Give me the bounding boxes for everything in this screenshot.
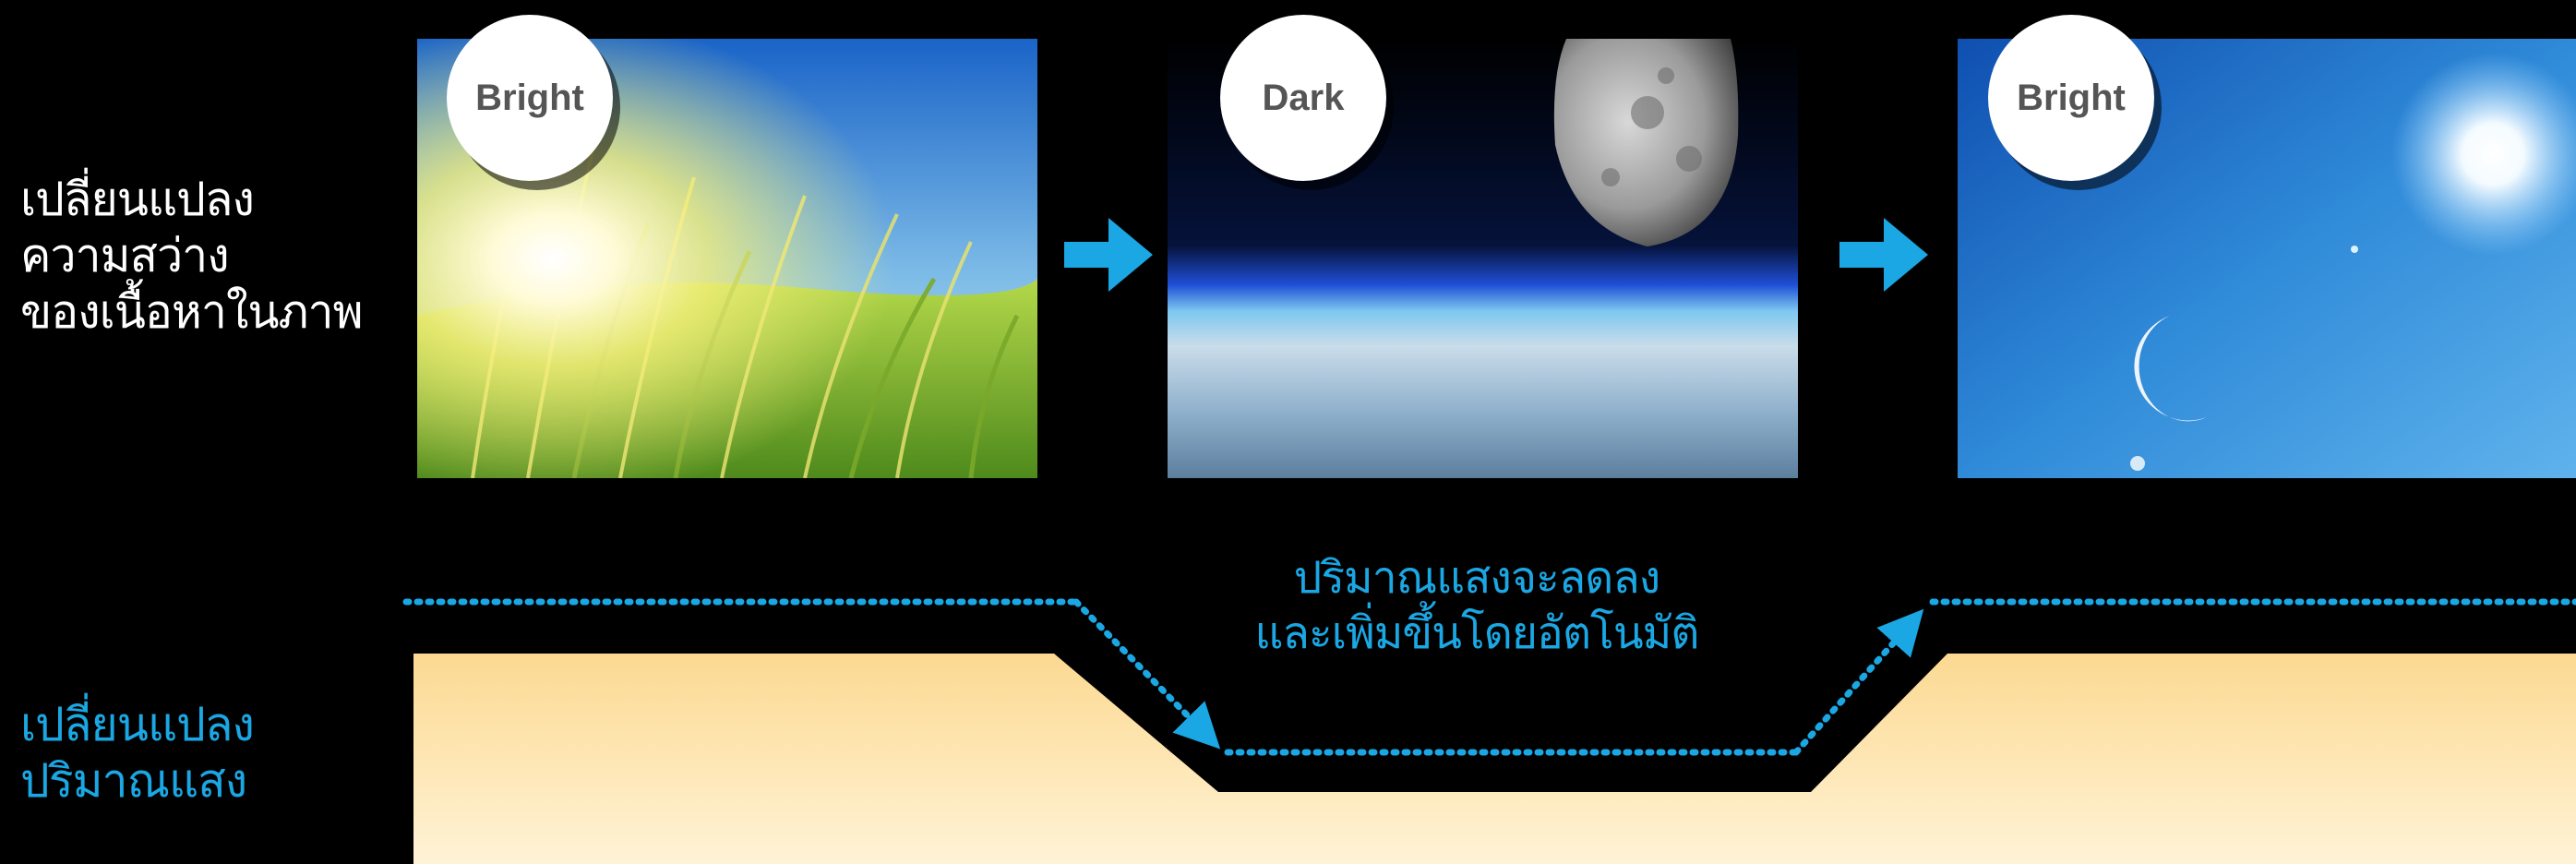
light-amount-line-2: ปริมาณแสง xyxy=(20,754,247,808)
bright-badge: Bright xyxy=(447,15,613,181)
auto-light-caption: ปริมาณแสงจะลดลง และเพิ่มขึ้นโดยอัตโนมัติ xyxy=(1209,550,1744,662)
content-brightness-label: เปลี่ยนแปลง ความสว่าง ของเนื้อหาในภาพ xyxy=(20,172,364,341)
bright-badge: Bright xyxy=(1988,15,2154,181)
dotted-ascent-arrow xyxy=(1792,608,1924,756)
light-amount-diagram xyxy=(402,598,2576,864)
light-amount-line-1: เปลี่ยนแปลง xyxy=(20,698,255,751)
arrow-right-icon xyxy=(1064,218,1153,292)
dark-badge: Dark xyxy=(1220,15,1386,181)
arrow-right-icon xyxy=(1839,218,1928,292)
caption-line-1: ปริมาณแสงจะลดลง xyxy=(1293,552,1660,604)
caption-line-2: และเพิ่มขึ้นโดยอัตโนมัติ xyxy=(1254,607,1700,660)
content-brightness-line-1: เปลี่ยนแปลง xyxy=(20,173,255,226)
light-amount-label: เปลี่ยนแปลง ปริมาณแสง xyxy=(20,697,255,810)
content-brightness-line-2: ความสว่าง xyxy=(20,229,230,282)
dotted-descent-arrow xyxy=(1072,598,1221,750)
light-amount-fill xyxy=(413,654,2576,864)
content-brightness-line-3: ของเนื้อหาในภาพ xyxy=(20,285,364,339)
bright-sky-image xyxy=(1958,39,2576,478)
